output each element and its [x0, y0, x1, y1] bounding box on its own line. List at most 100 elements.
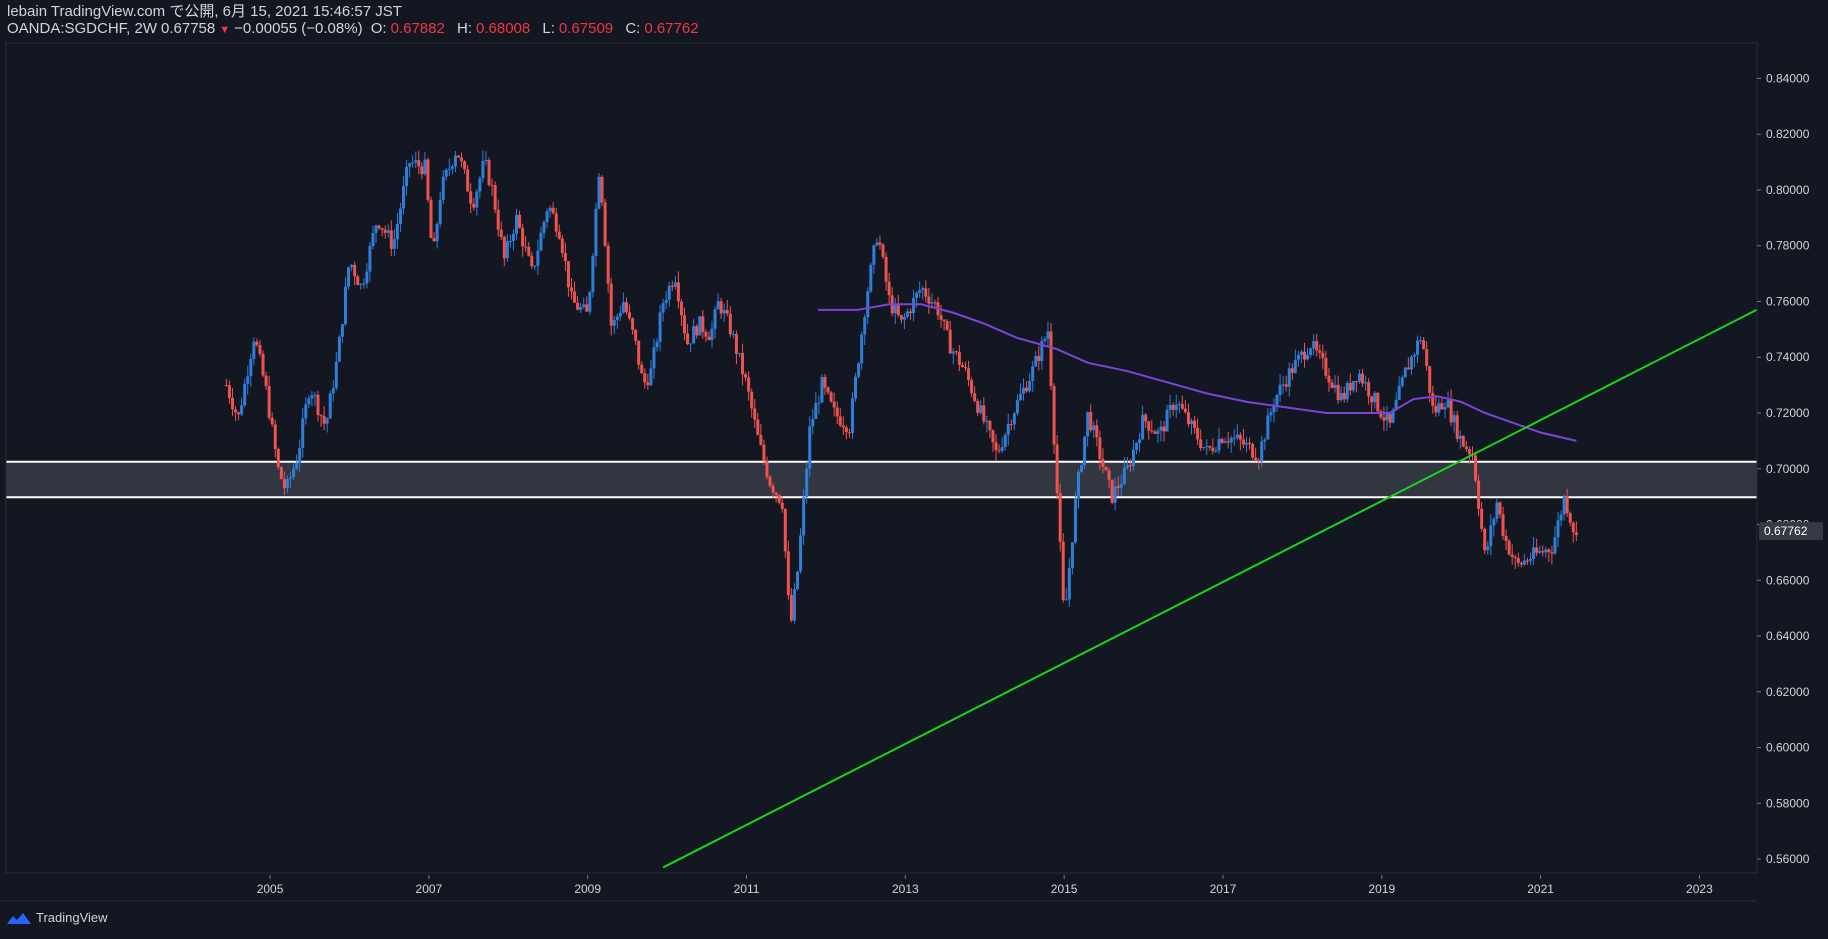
candle-body [1571, 522, 1575, 533]
candle-body [521, 227, 525, 247]
candle-body [1406, 367, 1410, 370]
x-tick-label: 2011 [734, 882, 760, 896]
symbol-label[interactable]: OANDA:SGDCHF, 2W [7, 20, 158, 37]
candle-body [1263, 439, 1267, 442]
candle-body [606, 245, 610, 284]
candle-body [1416, 340, 1420, 355]
candle-body [1354, 381, 1358, 383]
candle-body [1186, 412, 1190, 425]
candle-body [1177, 403, 1181, 405]
candle-body [539, 232, 543, 251]
high-label: H: [457, 20, 472, 37]
candle-body [835, 407, 839, 417]
candle-body [1141, 414, 1145, 440]
candle-body [817, 402, 821, 404]
candle-body [505, 241, 509, 259]
candle-body [289, 477, 293, 479]
candle-body [588, 292, 592, 312]
candle-body [1370, 396, 1374, 403]
candle-body [957, 351, 961, 366]
candle-body [832, 401, 836, 408]
candle-body [875, 242, 879, 246]
candle-body [768, 476, 772, 486]
candle-body [1495, 502, 1499, 519]
candle-body [469, 191, 473, 204]
candle-body [267, 386, 271, 418]
candle-body [1382, 417, 1386, 421]
candle-body [502, 236, 506, 259]
candle-body [683, 315, 687, 334]
candle-body [450, 166, 454, 169]
candle-body [411, 162, 415, 164]
tradingview-logo[interactable]: TradingView [6, 910, 108, 925]
candle-body [1138, 439, 1142, 444]
candle-body [676, 282, 680, 302]
candle-body [722, 310, 726, 314]
candle-body [924, 288, 928, 297]
candle-body [829, 392, 833, 402]
candle-body [725, 310, 729, 314]
candle-body [1303, 351, 1307, 360]
candle-body [573, 291, 577, 303]
candle-body [1000, 447, 1004, 451]
y-tick-label: 0.62000 [1766, 685, 1810, 699]
candle-body [1550, 552, 1554, 554]
candle-body [643, 373, 647, 383]
candle-body [1043, 338, 1047, 341]
candle-body [1183, 408, 1187, 413]
candle-body [536, 250, 540, 266]
candle-body [872, 245, 876, 265]
candle-body [527, 246, 531, 256]
candle-body [1446, 400, 1450, 408]
candle-body [1498, 502, 1502, 515]
candle-body [887, 281, 891, 296]
candle-body [1480, 508, 1484, 529]
candle-body [857, 363, 861, 377]
candle-body [896, 305, 900, 316]
candle-body [1214, 450, 1218, 452]
candle-body [783, 508, 787, 552]
candle-body [695, 326, 699, 336]
candle-body [1122, 467, 1126, 485]
candle-body [893, 305, 897, 314]
candle-body [1513, 556, 1517, 559]
candle-body [689, 343, 693, 345]
candle-body [408, 163, 412, 167]
open-value: 0.67882 [390, 20, 445, 37]
candle-body [365, 271, 369, 284]
candle-body [1467, 449, 1471, 455]
candle-body [435, 223, 439, 242]
y-tick-label: 0.58000 [1766, 796, 1810, 810]
candle-body [386, 230, 390, 233]
candle-body [921, 288, 925, 291]
candle-body [1076, 471, 1080, 499]
candle-body [478, 178, 482, 192]
candle-body [1220, 439, 1224, 443]
candle-body [869, 264, 873, 292]
candle-body [1562, 496, 1566, 515]
candle-body [1196, 427, 1200, 440]
candle-body [585, 304, 589, 312]
candle-body [243, 383, 247, 406]
candle-body [1260, 441, 1264, 462]
candle-body [814, 403, 818, 420]
candle-body [646, 382, 650, 386]
candle-body [1159, 426, 1163, 431]
candle-body [1257, 460, 1261, 462]
candle-body [1361, 373, 1365, 384]
candle-body [356, 276, 360, 286]
candle-body [353, 264, 357, 277]
candle-body [1251, 443, 1255, 458]
candle-body [1345, 382, 1349, 400]
y-tick-label: 0.60000 [1766, 741, 1810, 755]
candle-body [1327, 375, 1331, 383]
candle-body [805, 468, 809, 498]
candle-body [1128, 465, 1132, 467]
candle-body [304, 404, 308, 419]
candle-body [615, 316, 619, 321]
ohlc-legend: OANDA:SGDCHF, 2W 0.67758 ▼ −0.00055 (−0.08%… [7, 20, 707, 39]
candle-body [844, 427, 848, 433]
candle-body [1156, 430, 1160, 434]
candle-body [1012, 413, 1016, 425]
